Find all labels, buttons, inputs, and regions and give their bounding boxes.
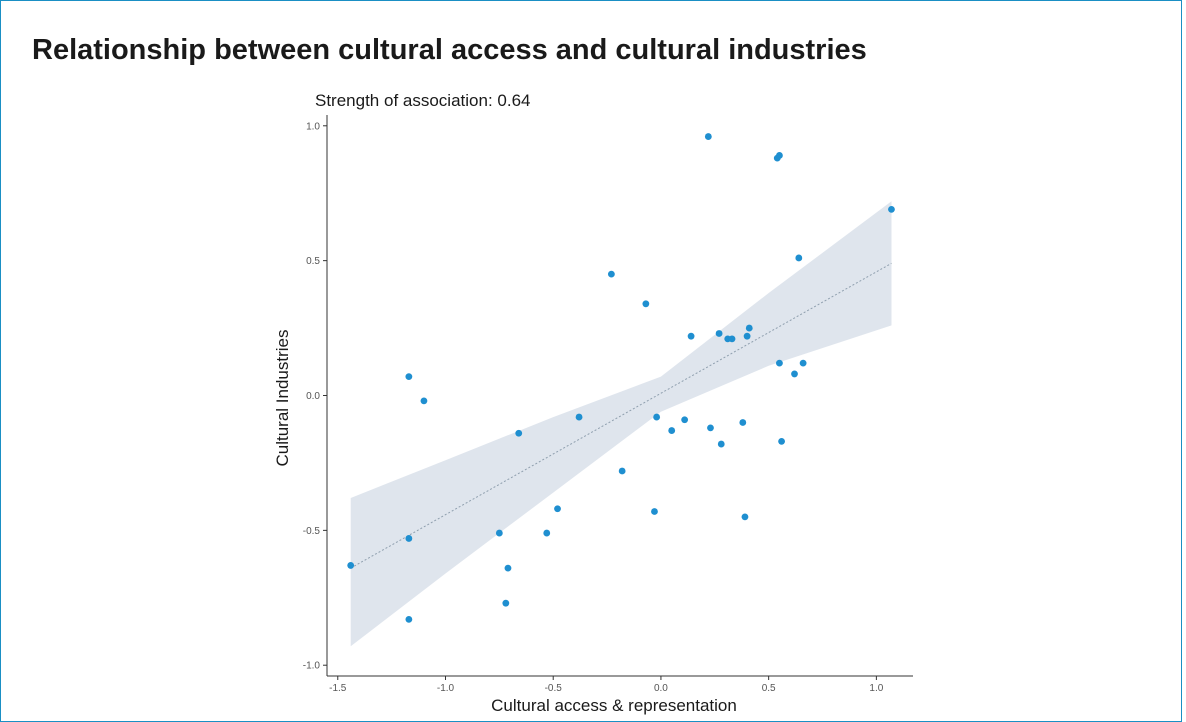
y-ticks: -1.0 -0.5 0.0 0.5 1.0 [303,121,327,672]
data-point [554,505,561,513]
chart-subtitle: Strength of association: 0.64 [315,91,530,110]
y-tick-label: 1.0 [306,121,320,132]
data-point [739,419,747,426]
data-point [745,324,753,332]
data-point [791,370,798,378]
x-tick-label: -1.0 [437,683,455,694]
x-tick-label: -1.5 [329,683,347,694]
data-point [715,330,723,337]
y-tick-label: -1.0 [303,661,321,672]
data-point [778,437,785,445]
x-ticks: -1.5 -1.0 -0.5 0.0 0.5 1.0 [329,676,884,694]
y-axis-label: Cultural Industries [273,329,292,466]
data-point [618,467,626,475]
x-tick-label: 1.0 [869,683,883,694]
data-point [515,429,523,437]
data-point [607,270,615,278]
x-tick-label: 0.5 [762,683,776,694]
y-tick-label: 0.5 [306,256,320,267]
data-point [420,397,428,405]
data-point [405,535,413,542]
data-point [405,615,413,623]
data-point [741,513,749,521]
data-point [776,152,783,159]
x-tick-label: 0.0 [654,683,668,694]
data-point [653,413,661,421]
data-point [504,564,512,572]
points-layer [347,133,895,623]
data-point [405,373,413,381]
data-point [687,332,695,340]
data-point [347,562,355,569]
data-point [681,416,689,424]
data-point [888,205,895,213]
trend-line [350,262,892,569]
y-tick-label: 0.0 [306,391,320,402]
y-tick-label: -0.5 [303,526,321,537]
data-point [543,529,551,537]
data-point [795,254,803,262]
data-point [495,529,503,537]
data-point [743,332,751,340]
data-point [717,440,725,448]
data-point [704,133,712,140]
confidence-band [350,201,892,647]
x-tick-label: -0.5 [545,683,563,694]
data-point [651,508,658,515]
data-point [575,413,583,421]
data-point [502,599,510,607]
data-point [799,359,807,367]
data-point [728,335,736,343]
x-axis-label: Cultural access & representation [491,696,737,715]
chart-title: Relationship between cultural access and… [32,34,867,66]
data-point [642,300,650,308]
data-point [707,424,714,432]
data-point [776,359,783,367]
data-point [668,427,676,434]
